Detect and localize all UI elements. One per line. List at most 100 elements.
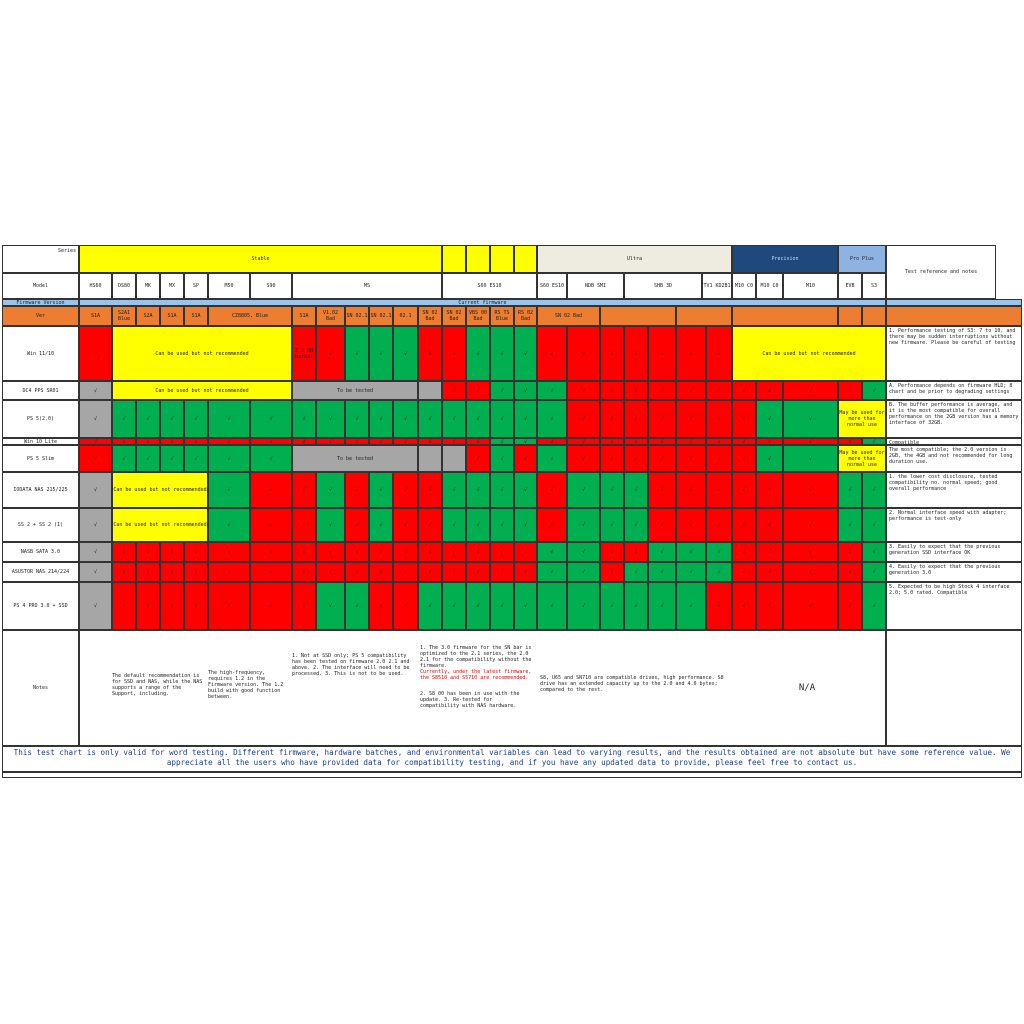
status-mark: √ <box>227 487 231 493</box>
status-mark: √ <box>403 522 407 528</box>
ver-value: S1A <box>191 313 201 319</box>
footer-bottom-line <box>2 772 1022 778</box>
status-mark: √ <box>302 549 306 555</box>
status-mark: √ <box>227 522 231 528</box>
status-mark: √ <box>476 522 480 528</box>
status-mark: √ <box>767 549 771 555</box>
status-mark: √ <box>500 438 504 445</box>
status-cell: √ <box>537 438 567 445</box>
status-mark: √ <box>634 549 638 555</box>
status-mark: √ <box>717 549 721 555</box>
row-label: Win 10 Lite <box>23 438 58 445</box>
status-cell: √ <box>136 542 160 562</box>
status-cell: √ <box>756 381 783 400</box>
row-note: The most compatible; the 2.0 version is … <box>889 447 1013 465</box>
status-mark: √ <box>452 522 456 528</box>
status-mark: √ <box>634 438 638 445</box>
status-mark: √ <box>170 438 174 445</box>
status-cell: √ <box>514 582 537 630</box>
status-mark: √ <box>767 603 771 609</box>
status-mark: √ <box>379 522 383 528</box>
status-mark: √ <box>742 455 746 462</box>
status-mark: √ <box>302 569 306 575</box>
status-cell: √ <box>184 438 208 445</box>
ver-label: Ver <box>35 313 46 319</box>
status-mark: √ <box>170 549 174 555</box>
status-cell: √ <box>624 381 648 400</box>
ver-value: SN 02.1 <box>346 313 368 319</box>
status-cell: √ <box>79 542 112 562</box>
status-cell: √ <box>184 542 208 562</box>
status-cell: √ <box>292 400 316 438</box>
row-label: IODATA NAS 215/225 <box>13 487 68 493</box>
status-cell: √ <box>393 400 418 438</box>
status-mark: √ <box>848 487 852 493</box>
status-mark: √ <box>808 416 812 422</box>
status-cell: √ <box>756 582 783 630</box>
status-mark: √ <box>634 487 638 493</box>
row-label: PS 5 Slim <box>26 455 55 462</box>
status-cell: √ <box>783 562 838 582</box>
status-mark: √ <box>689 522 693 528</box>
status-cell: √ <box>369 472 393 508</box>
status-cell: √ <box>112 400 136 438</box>
status-mark: √ <box>660 569 664 575</box>
note-4c: 2. S8 00 has been in use with the update… <box>420 691 520 709</box>
status-mark: √ <box>689 350 693 357</box>
status-cell: √ <box>648 508 676 542</box>
status-mark: √ <box>689 603 693 609</box>
series-ultra-label: Ultra <box>626 256 643 262</box>
status-mark: √ <box>170 455 174 462</box>
status-mark: √ <box>550 416 554 422</box>
status-mark: √ <box>146 603 150 609</box>
status-cell: √ <box>292 582 316 630</box>
row-note-cell: 5. Expected to be high Stock 4 interface… <box>886 582 1022 630</box>
status-mark: √ <box>550 487 554 493</box>
status-cell: √ <box>862 582 886 630</box>
status-mark: √ <box>689 487 693 493</box>
row-label: DC4 PPS SR01 <box>22 387 59 394</box>
status-mark: √ <box>660 603 664 609</box>
model-name: M10 C0 <box>760 283 779 289</box>
ver-cell: S2A1 Blue <box>112 306 136 326</box>
status-cell: √ <box>418 562 442 582</box>
status-cell: √ <box>160 400 184 438</box>
status-mark: √ <box>808 603 812 609</box>
model-cell: NDB SMI <box>567 273 624 299</box>
status-mark: √ <box>610 549 614 555</box>
status-mark: √ <box>403 438 407 445</box>
status-mark: √ <box>634 522 638 528</box>
note-3: 1. Not at SSD only; PS 5 compatibility h… <box>292 653 410 677</box>
status-cell: √ <box>537 542 567 562</box>
row-label: NASB SATA 3.0 <box>20 549 61 555</box>
status-cell: √ <box>756 508 783 542</box>
model-cell: M10 C0 <box>756 273 783 299</box>
status-mark: √ <box>500 549 504 555</box>
status-mark: √ <box>523 387 527 394</box>
status-mark: √ <box>742 487 746 493</box>
series-stable-5 <box>514 245 537 273</box>
status-mark: √ <box>500 350 504 357</box>
status-mark: √ <box>550 455 554 462</box>
status-cell: √ <box>316 400 345 438</box>
status-cell: √ <box>756 445 783 472</box>
status-cell: √ <box>514 472 537 508</box>
status-mark: √ <box>476 487 480 493</box>
status-cell: √ <box>838 542 862 562</box>
status-cell <box>418 381 442 400</box>
status-cell: √ <box>316 472 345 508</box>
ver-value: SN 02 Bad <box>422 310 438 322</box>
status-cell: √ <box>316 562 345 582</box>
status-mark: √ <box>379 487 383 493</box>
status-mark: √ <box>328 416 332 422</box>
status-cell: √ <box>537 508 567 542</box>
firmware-bar: Current firmware <box>79 299 886 306</box>
status-cell: √ <box>648 582 676 630</box>
status-mark: √ <box>550 569 554 575</box>
status-cell: √ <box>208 445 250 472</box>
status-cell: √ <box>369 562 393 582</box>
status-cell: √ <box>567 381 600 400</box>
model-cell: MK <box>136 273 160 299</box>
status-cell: √ <box>490 508 514 542</box>
not-recommended-block-text: Can be used but not recommended <box>113 487 207 493</box>
